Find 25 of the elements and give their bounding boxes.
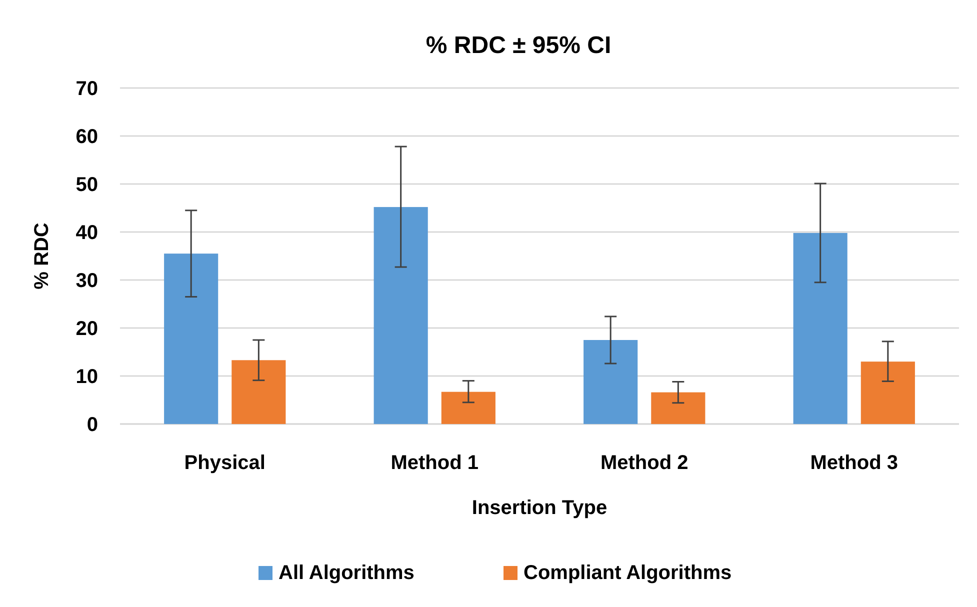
bar [232, 360, 286, 424]
legend-label: Compliant Algorithms [524, 562, 732, 584]
bar [584, 340, 638, 424]
x-tick-label: Physical [184, 452, 266, 474]
y-tick-label: 40 [76, 222, 98, 244]
y-tick-label: 60 [76, 126, 98, 148]
chart-title: % RDC ± 95% CI [426, 32, 612, 59]
y-tick-label: 10 [76, 366, 98, 388]
x-tick-label: Method 2 [600, 452, 688, 474]
bar [651, 392, 706, 424]
x-tick-label: Method 1 [390, 452, 479, 474]
y-tick-label: 20 [76, 318, 98, 340]
y-tick-label: 70 [76, 78, 98, 100]
bar [164, 254, 218, 424]
y-tick-label: 30 [76, 270, 98, 292]
y-tick-label: 50 [76, 174, 98, 196]
bar [860, 362, 915, 424]
bar [441, 392, 496, 424]
y-axis-title: % RDC [31, 222, 53, 290]
x-tick-label: Method 3 [810, 452, 898, 474]
x-axis-title: Insertion Type [472, 497, 608, 519]
bar [374, 207, 428, 424]
legend-label: All Algorithms [278, 562, 414, 584]
y-tick-label: 0 [86, 414, 98, 436]
bar [793, 232, 848, 424]
